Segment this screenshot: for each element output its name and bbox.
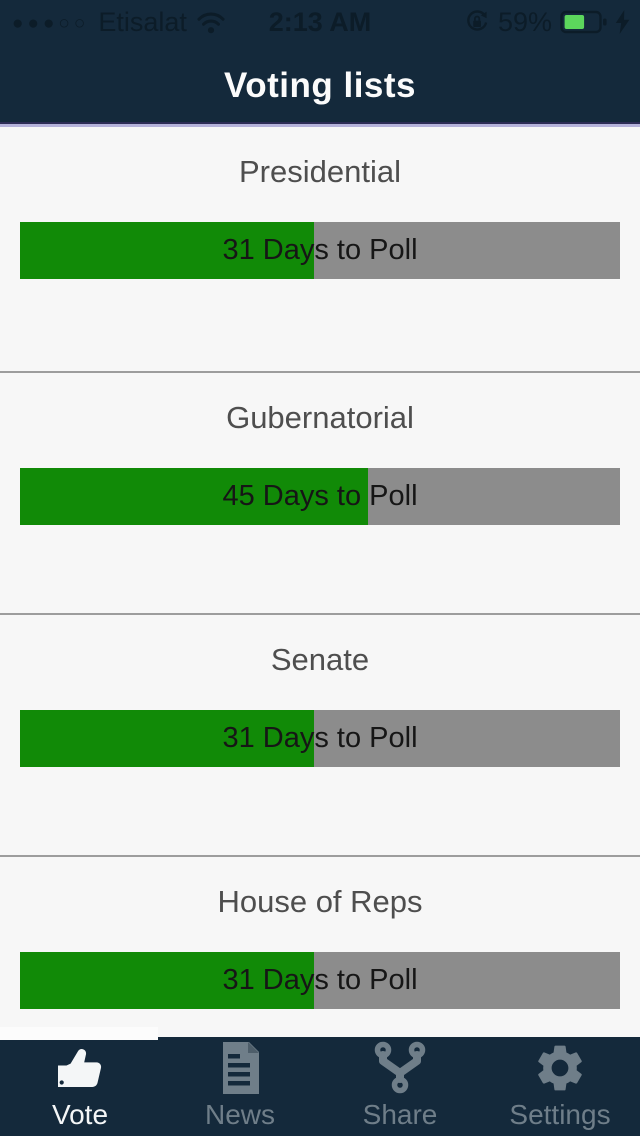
wifi-icon [196, 11, 226, 34]
tab-label: Settings [509, 1099, 611, 1130]
news-document-icon [219, 1039, 261, 1097]
share-icon [373, 1039, 427, 1097]
settings-gear-icon [532, 1039, 588, 1097]
charging-bolt-icon [615, 10, 630, 34]
tab-label: Vote [51, 1099, 109, 1130]
thumbs-up-icon [53, 1039, 107, 1097]
header-border-dark [0, 122, 640, 124]
progress-fill [20, 468, 368, 525]
days-to-poll-progressbar: 31 Days to Poll [20, 222, 620, 279]
header: ●●●○○ Etisalat 2:13 AM [0, 0, 640, 122]
list-item-presidential[interactable]: Presidential 31 Days to Poll [0, 127, 640, 371]
tab-label: Share [362, 1099, 438, 1130]
list-item-title: Presidential [239, 154, 401, 189]
progress-label: 31 Days to Poll [222, 964, 418, 996]
progress-fill [20, 710, 314, 767]
list-item-title: Gubernatorial [226, 400, 414, 435]
list-item-senate[interactable]: Senate 31 Days to Poll [0, 613, 640, 855]
header-border-lavender [0, 124, 640, 127]
tab-settings[interactable]: Settings [480, 1037, 640, 1136]
progress-label: 31 Days to Poll [222, 722, 418, 754]
orientation-lock-icon [464, 9, 490, 35]
page-title: Voting lists [223, 66, 417, 105]
days-to-poll-progressbar: 45 Days to Poll [20, 468, 620, 525]
tab-news[interactable]: News [160, 1037, 320, 1136]
status-time: 2:13 AM [268, 6, 372, 37]
list-item-house-of-reps[interactable]: House of Reps 31 Days to Poll [0, 855, 640, 1037]
status-right-group: 59% [464, 7, 630, 38]
progress-fill [20, 222, 314, 279]
list-item-gubernatorial[interactable]: Gubernatorial 45 Days to Poll [0, 371, 640, 613]
list-item-title: Senate [270, 642, 370, 677]
tab-share[interactable]: Share [320, 1037, 480, 1136]
battery-icon [560, 10, 607, 34]
voting-list: Presidential 31 Days to Poll Gubernatori… [0, 127, 640, 1037]
list-item-title: House of Reps [217, 884, 423, 919]
signal-strength-icon: ●●●○○ [12, 12, 90, 34]
days-to-poll-progressbar: 31 Days to Poll [20, 710, 620, 767]
progress-fill [20, 952, 314, 1009]
battery-percent-label: 59% [497, 6, 552, 37]
status-bar: ●●●○○ Etisalat 2:13 AM [0, 0, 640, 42]
carrier-label: Etisalat [98, 6, 187, 37]
content-edge-artifact [0, 1027, 158, 1040]
progress-label: 45 Days to Poll [222, 480, 418, 512]
tab-vote[interactable]: Vote [0, 1037, 160, 1136]
status-left-group: ●●●○○ Etisalat [12, 7, 226, 38]
tab-bar: Vote News [0, 1037, 640, 1136]
tab-label: News [204, 1099, 275, 1130]
progress-label: 31 Days to Poll [222, 234, 418, 266]
days-to-poll-progressbar: 31 Days to Poll [20, 952, 620, 1009]
